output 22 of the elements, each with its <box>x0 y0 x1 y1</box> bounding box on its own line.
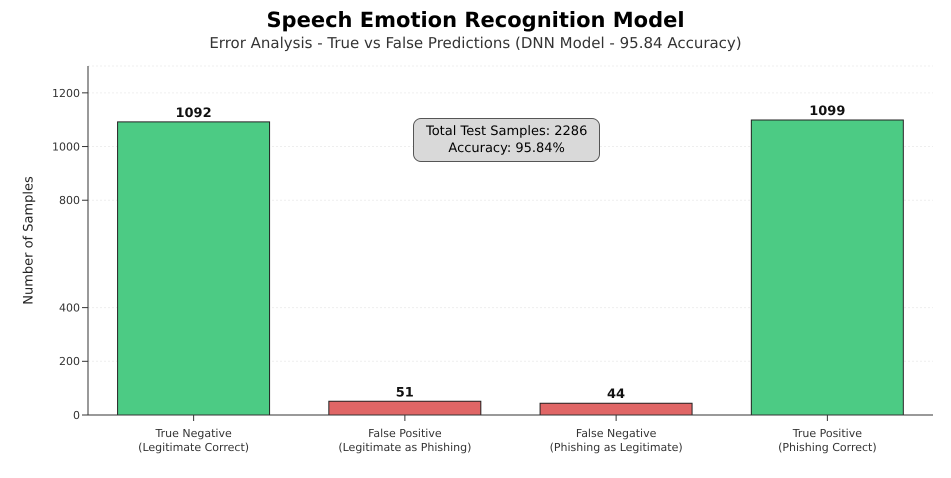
bar <box>117 121 270 415</box>
y-tick-label: 0 <box>73 408 80 422</box>
y-axis-title: Number of Samples <box>22 176 37 305</box>
x-tick-label: False Negative (Phishing as Legitimate) <box>550 427 683 454</box>
bar <box>540 402 693 415</box>
y-tick-label: 1200 <box>52 86 80 100</box>
data-label: 51 <box>396 385 414 400</box>
data-label: 1099 <box>809 104 846 119</box>
y-tick-label: 400 <box>59 302 80 315</box>
x-tick-label: True Positive (Phishing Correct) <box>778 427 877 454</box>
chart-subtitle: Error Analysis - True vs False Predictions (DNN Model - 95.84 Accuracy) <box>208 34 743 52</box>
x-tick-label: False Positive (Legitimate as Phishing) <box>338 427 472 454</box>
y-tick-label: 200 <box>59 355 80 368</box>
y-tick-label: 1000 <box>52 140 80 154</box>
data-label: 1092 <box>175 106 212 121</box>
y-tick-label: 800 <box>59 194 80 208</box>
data-label: 44 <box>607 387 626 402</box>
chart-title: Speech Emotion Recognition Model <box>265 8 686 32</box>
annotation: Total Test Samples: 2286 Accuracy: 95.84% <box>413 118 600 162</box>
bar <box>328 400 482 415</box>
x-tick-label: True Negative (Legitimate Correct) <box>138 427 250 454</box>
bar <box>750 119 904 415</box>
